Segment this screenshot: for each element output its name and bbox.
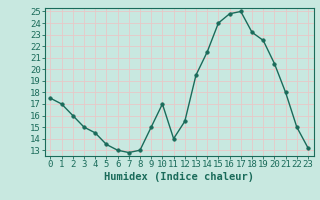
X-axis label: Humidex (Indice chaleur): Humidex (Indice chaleur)	[104, 172, 254, 182]
